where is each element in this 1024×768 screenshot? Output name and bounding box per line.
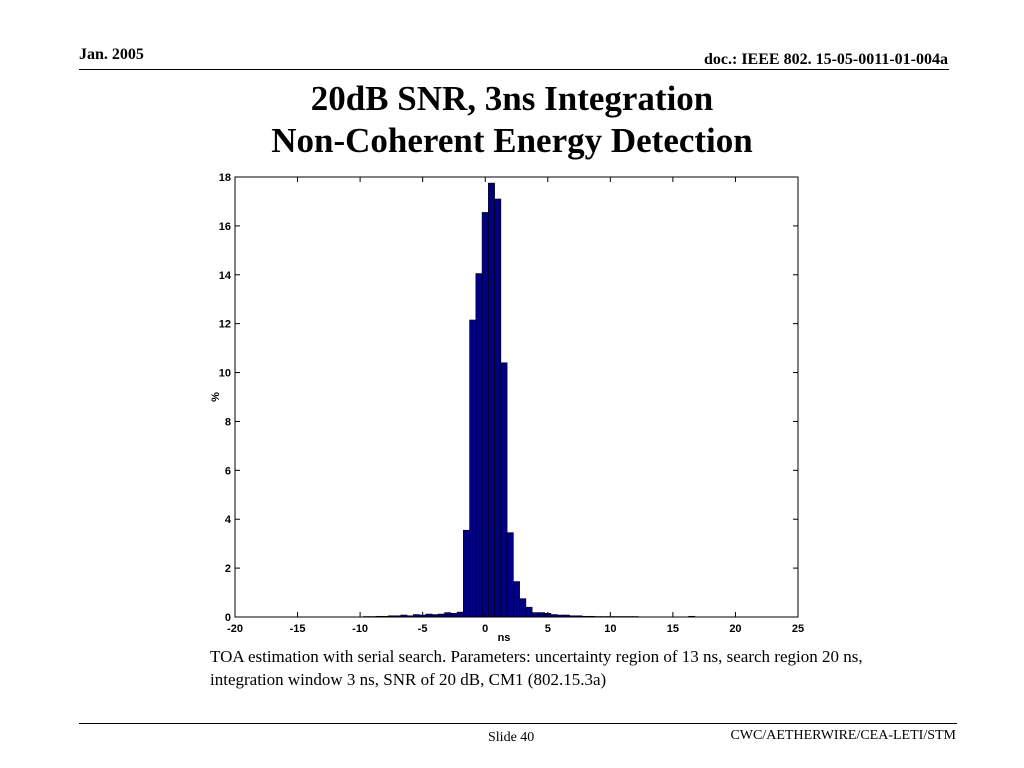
- y-tick-label: 4: [225, 514, 232, 526]
- histogram-bar: [506, 532, 514, 618]
- x-tick-label: 20: [729, 623, 741, 635]
- histogram-bar: [469, 319, 477, 618]
- footer-divider: [79, 723, 957, 724]
- y-tick-label: 18: [219, 172, 231, 184]
- bars-group: [362, 182, 696, 618]
- caption-line1: TOA estimation with serial search. Param…: [210, 647, 863, 666]
- header-doc-id: doc.: IEEE 802. 15-05-0011-01-004a: [704, 51, 948, 68]
- plot-frame: [234, 176, 799, 618]
- x-tick-label: -10: [352, 623, 368, 635]
- histogram-bar: [538, 612, 545, 618]
- slide-title-line2: Non-Coherent Energy Detection: [271, 121, 753, 160]
- header-divider: [79, 69, 949, 70]
- y-tick-label: 16: [219, 221, 231, 233]
- slide-title-line1: 20dB SNR, 3ns Integration: [310, 79, 714, 118]
- histogram-bar: [450, 613, 458, 618]
- y-tick-label: 6: [225, 465, 231, 477]
- histogram-bar: [481, 212, 489, 618]
- histogram-bar: [500, 362, 508, 618]
- x-tick-label: 15: [667, 623, 679, 635]
- ticks-group: -20 -15 -10 -5 0 5 10 15 20 25 0 2 4 6 8 10 12 14 16 18: [219, 172, 804, 635]
- histogram-bar: [456, 611, 464, 618]
- y-tick-label: 2: [225, 563, 231, 575]
- histogram-bar: [488, 182, 495, 618]
- chart-caption: TOA estimation with serial search. Param…: [210, 645, 990, 691]
- slide-title: 20dB SNR, 3ns Integration Non-Coherent E…: [0, 78, 1024, 162]
- x-tick-label: 5: [545, 623, 551, 635]
- x-tick-label: -5: [418, 623, 428, 635]
- y-tick-label: 8: [225, 416, 231, 428]
- header-date: Jan. 2005: [79, 46, 144, 63]
- x-axis-label: ns: [498, 632, 511, 644]
- y-tick-label: 10: [219, 368, 231, 380]
- slide-number: Slide 40: [488, 730, 535, 745]
- histogram-bar: [494, 198, 502, 618]
- y-tick-label: 0: [225, 612, 231, 624]
- histogram-bar: [444, 612, 452, 618]
- x-tick-label: 10: [604, 623, 616, 635]
- histogram-bar: [475, 273, 483, 618]
- x-tick-label: -20: [227, 623, 243, 635]
- y-tick-label: 12: [219, 319, 231, 331]
- histogram-bar: [531, 612, 539, 618]
- footer-organizations: CWC/AETHERWIRE/CEA-LETI/STM: [730, 728, 956, 743]
- y-axis-label: %: [210, 392, 222, 402]
- y-tick-label: 14: [219, 270, 232, 282]
- histogram-bar: [463, 529, 470, 618]
- caption-line2: integration window 3 ns, SNR of 20 dB, C…: [210, 670, 607, 689]
- histogram-bar: [513, 581, 520, 618]
- histogram-bar: [519, 598, 527, 618]
- x-tick-label: 25: [792, 623, 804, 635]
- histogram-bar: [525, 606, 533, 618]
- x-tick-label: 0: [482, 623, 488, 635]
- x-tick-label: -15: [290, 623, 306, 635]
